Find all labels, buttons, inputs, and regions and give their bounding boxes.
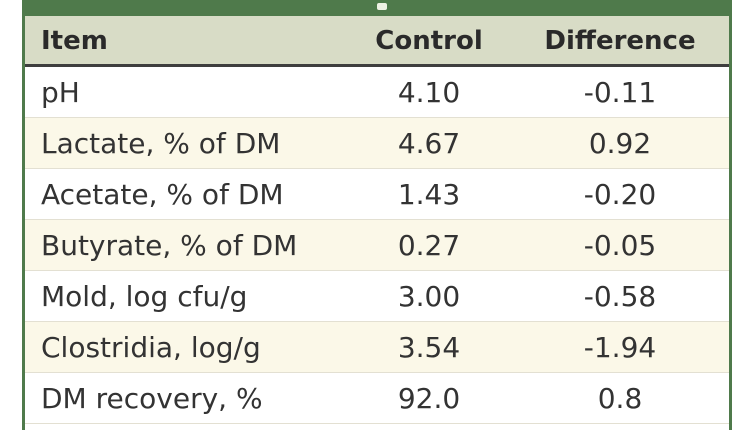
table-row: Butyrate, % of DM 0.27 -0.05 <box>25 220 729 271</box>
cell-control: 1.43 <box>397 178 461 211</box>
header-item: Item <box>41 26 108 56</box>
data-table: Item Control Difference pH 4.10 -0.11 La… <box>22 0 732 430</box>
cell-control: 4.67 <box>397 127 461 160</box>
cell-item: DM recovery, % <box>41 382 263 415</box>
cell-control: 4.10 <box>397 76 461 109</box>
header-difference: Difference <box>544 26 696 56</box>
cell-item: pH <box>41 76 80 109</box>
cell-difference: -1.94 <box>583 331 657 364</box>
cell-difference: -0.05 <box>583 229 657 262</box>
cell-control: 92.0 <box>397 382 461 415</box>
cell-item: Mold, log cfu/g <box>41 280 248 313</box>
cell-item: Butyrate, % of DM <box>41 229 298 262</box>
table-row: Lactate, % of DM 4.67 0.92 <box>25 118 729 169</box>
cell-item: Lactate, % of DM <box>41 127 281 160</box>
title-fragment <box>377 3 387 10</box>
cell-control: 3.54 <box>397 331 461 364</box>
table-row: DM recovery, % 92.0 0.8 <box>25 373 729 424</box>
table-title-band <box>25 0 729 16</box>
cell-difference: 0.8 <box>597 382 643 415</box>
cell-difference: 0.92 <box>588 127 652 160</box>
cell-difference: -0.20 <box>583 178 657 211</box>
header-control: Control <box>375 26 483 56</box>
table-row: Mold, log cfu/g 3.00 -0.58 <box>25 271 729 322</box>
cell-control: 3.00 <box>397 280 461 313</box>
table-row: pH 4.10 -0.11 <box>25 67 729 118</box>
cell-difference: -0.11 <box>583 76 657 109</box>
table-header-row: Item Control Difference <box>25 16 729 67</box>
cell-item: Acetate, % of DM <box>41 178 284 211</box>
cell-difference: -0.58 <box>583 280 657 313</box>
table-row: Acetate, % of DM 1.43 -0.20 <box>25 169 729 220</box>
cell-item: Clostridia, log/g <box>41 331 261 364</box>
table-body: pH 4.10 -0.11 Lactate, % of DM 4.67 0.92… <box>25 67 729 424</box>
table-row: Clostridia, log/g 3.54 -1.94 <box>25 322 729 373</box>
cell-control: 0.27 <box>397 229 461 262</box>
